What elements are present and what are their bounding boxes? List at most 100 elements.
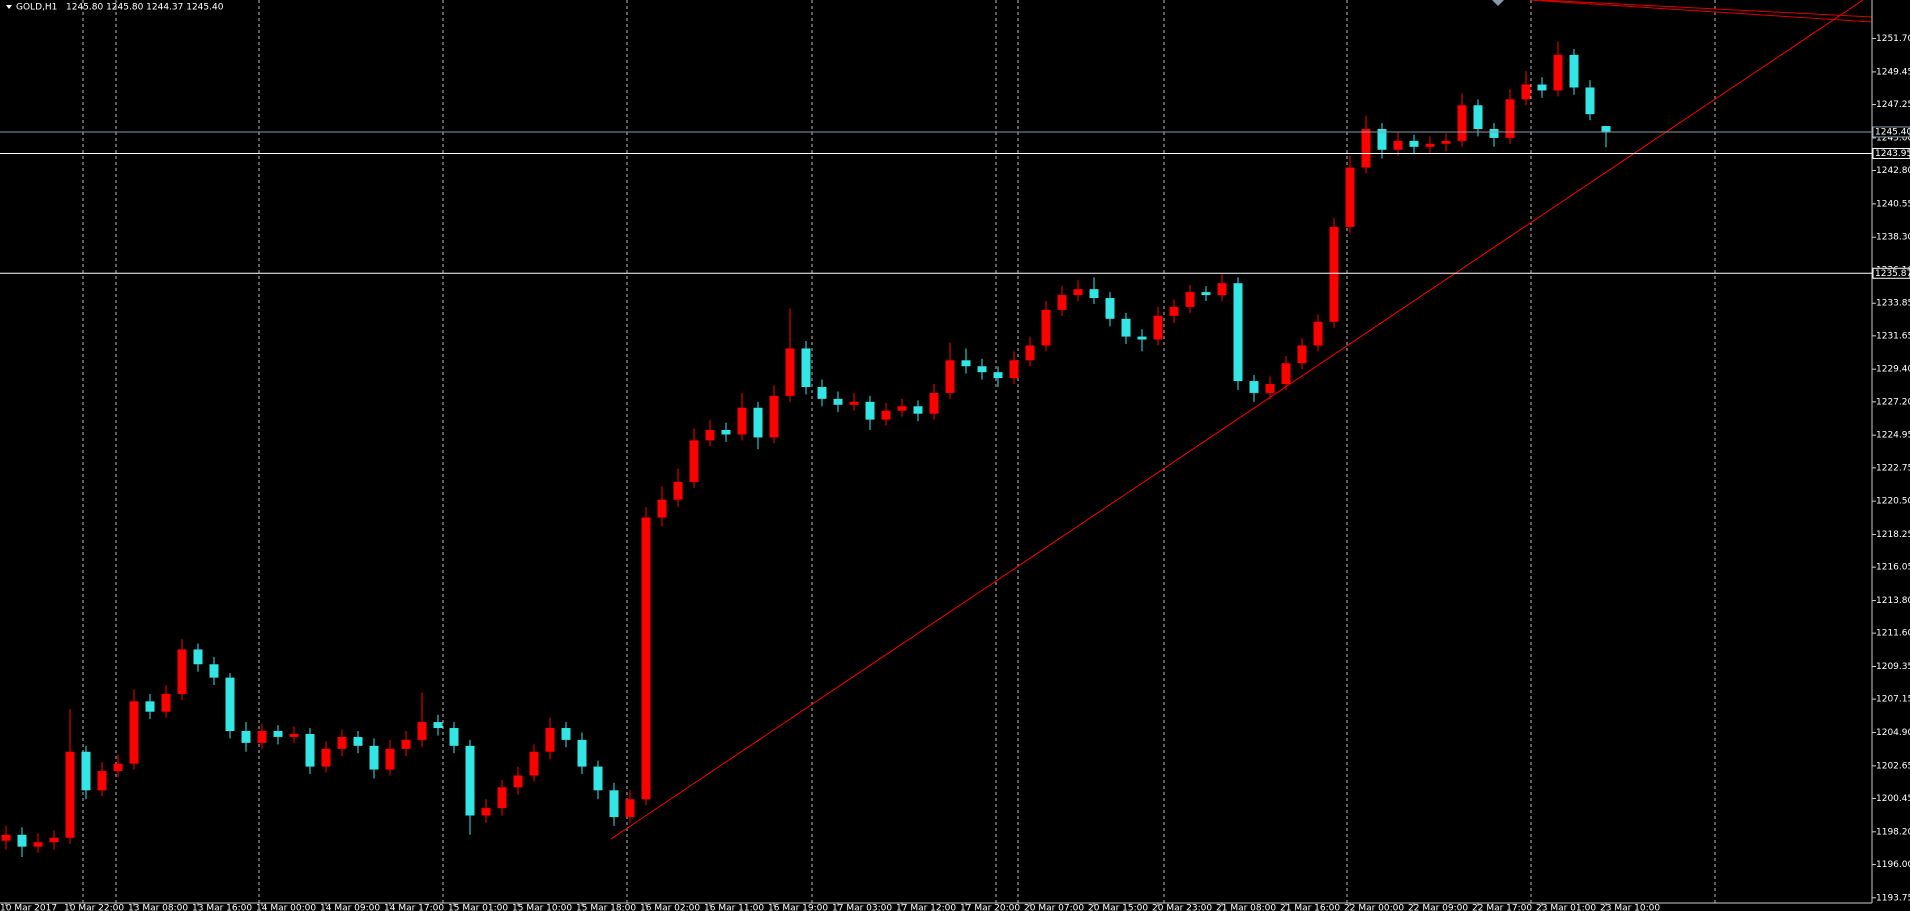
- x-tick-label: 10 Mar 2017: [0, 904, 57, 911]
- x-tick-label: 13 Mar 08:00: [128, 904, 188, 911]
- candle-body: [1153, 315, 1163, 340]
- candle-body: [641, 517, 651, 800]
- x-tick-label: 22 Mar 17:00: [1472, 904, 1532, 911]
- y-tick-label: 1193.75: [1876, 893, 1910, 903]
- y-tick-label: 1247.25: [1876, 100, 1910, 110]
- candle-body: [1393, 140, 1403, 150]
- candle-body: [401, 739, 411, 749]
- candle-body: [1217, 283, 1227, 296]
- candle-body: [1585, 87, 1595, 115]
- y-tick-label: 1231.65: [1876, 331, 1910, 341]
- candle-body: [1201, 292, 1211, 296]
- candle-body: [625, 799, 635, 817]
- price-label-box: [1872, 147, 1910, 159]
- candle-body: [1265, 384, 1275, 393]
- candle-body: [833, 398, 843, 405]
- candle-body: [17, 834, 27, 847]
- candle-body: [1409, 140, 1419, 147]
- candle-body: [65, 751, 75, 838]
- separators: [82, 0, 1716, 903]
- candle-body: [1313, 321, 1323, 346]
- y-tick-label: 1238.30: [1876, 233, 1910, 243]
- candle-body: [33, 842, 43, 847]
- candle-body: [193, 649, 203, 665]
- candle-body: [1425, 143, 1435, 147]
- candle-body: [1569, 54, 1579, 88]
- candle-body: [593, 766, 603, 791]
- x-tick-label: 20 Mar 23:00: [1152, 904, 1212, 911]
- y-tick-label: 1249.45: [1876, 67, 1910, 77]
- candle-body: [1009, 360, 1019, 379]
- y-tick-label: 1216.05: [1876, 563, 1910, 573]
- candle-body: [1345, 167, 1355, 227]
- candle-body: [481, 808, 491, 816]
- x-tick-label: 15 Mar 01:00: [448, 904, 508, 911]
- candle-body: [1441, 140, 1451, 144]
- candle-body: [977, 366, 987, 373]
- candle-body: [353, 736, 363, 746]
- candle-body: [801, 348, 811, 387]
- x-tick-label: 16 Mar 11:00: [704, 904, 764, 911]
- candle-body: [673, 481, 683, 500]
- candle-body: [1521, 84, 1531, 100]
- candle-body: [577, 739, 587, 767]
- candle-body: [1249, 381, 1259, 393]
- y-tick-label: 1202.65: [1876, 761, 1910, 771]
- candle-body: [177, 649, 187, 694]
- x-tick-label: 20 Mar 07:00: [1024, 904, 1084, 911]
- y-tick-label: 1227.20: [1876, 397, 1910, 407]
- candle-body: [209, 664, 219, 678]
- candle-body: [961, 360, 971, 367]
- candle-body: [689, 440, 699, 482]
- candle-body: [929, 392, 939, 414]
- candle-body: [753, 407, 763, 438]
- y-tick-label: 1220.50: [1876, 497, 1910, 507]
- candle-body: [257, 731, 267, 743]
- x-tick-label: 14 Mar 17:00: [384, 904, 444, 911]
- candle-body: [449, 728, 459, 746]
- y-tick-label: 1196.00: [1876, 860, 1910, 870]
- candle-body: [897, 406, 907, 411]
- candle-body: [1601, 126, 1611, 132]
- y-tick-label: 1209.35: [1876, 662, 1910, 672]
- candle-body: [1089, 289, 1099, 299]
- candle-body: [529, 751, 539, 776]
- candle-body: [465, 745, 475, 816]
- candle-body: [225, 677, 235, 731]
- candle-body: [1185, 292, 1195, 307]
- candle-body: [881, 410, 891, 420]
- candle-body: [513, 775, 523, 788]
- candle-body: [497, 787, 507, 809]
- candle-body: [113, 763, 123, 772]
- candle-body: [721, 430, 731, 435]
- x-tick-label: 14 Mar 00:00: [256, 904, 316, 911]
- y-tick-label: 1229.40: [1876, 365, 1910, 375]
- price-label-box: [1872, 126, 1910, 138]
- candle-body: [1025, 345, 1035, 361]
- candle-body: [1121, 318, 1131, 337]
- candle-body: [1, 834, 11, 841]
- symbol: GOLD,H1: [16, 3, 57, 13]
- candle-body: [1489, 129, 1499, 138]
- channel-line: [1540, 0, 1873, 18]
- candle-body: [945, 360, 955, 393]
- candle-body: [705, 430, 715, 441]
- x-tick-label: 21 Mar 08:00: [1216, 904, 1276, 911]
- price-label: 1235.87: [1875, 269, 1910, 279]
- x-tick-label: 15 Mar 18:00: [576, 904, 636, 911]
- candle-body: [545, 728, 555, 752]
- x-tick-label: 13 Mar 16:00: [192, 904, 252, 911]
- x-tick-label: 17 Mar 20:00: [960, 904, 1020, 911]
- candle-body: [273, 731, 283, 737]
- menu-triangle[interactable]: [6, 5, 12, 9]
- candle-body: [1457, 105, 1467, 141]
- candle-body: [81, 751, 91, 791]
- candle-body: [1473, 105, 1483, 129]
- candle-body: [1505, 99, 1515, 138]
- candle-body: [417, 722, 427, 740]
- y-tick-label: 1198.20: [1876, 827, 1910, 837]
- header-prices: 1245.80 1245.80 1244.37 1245.40: [66, 3, 224, 13]
